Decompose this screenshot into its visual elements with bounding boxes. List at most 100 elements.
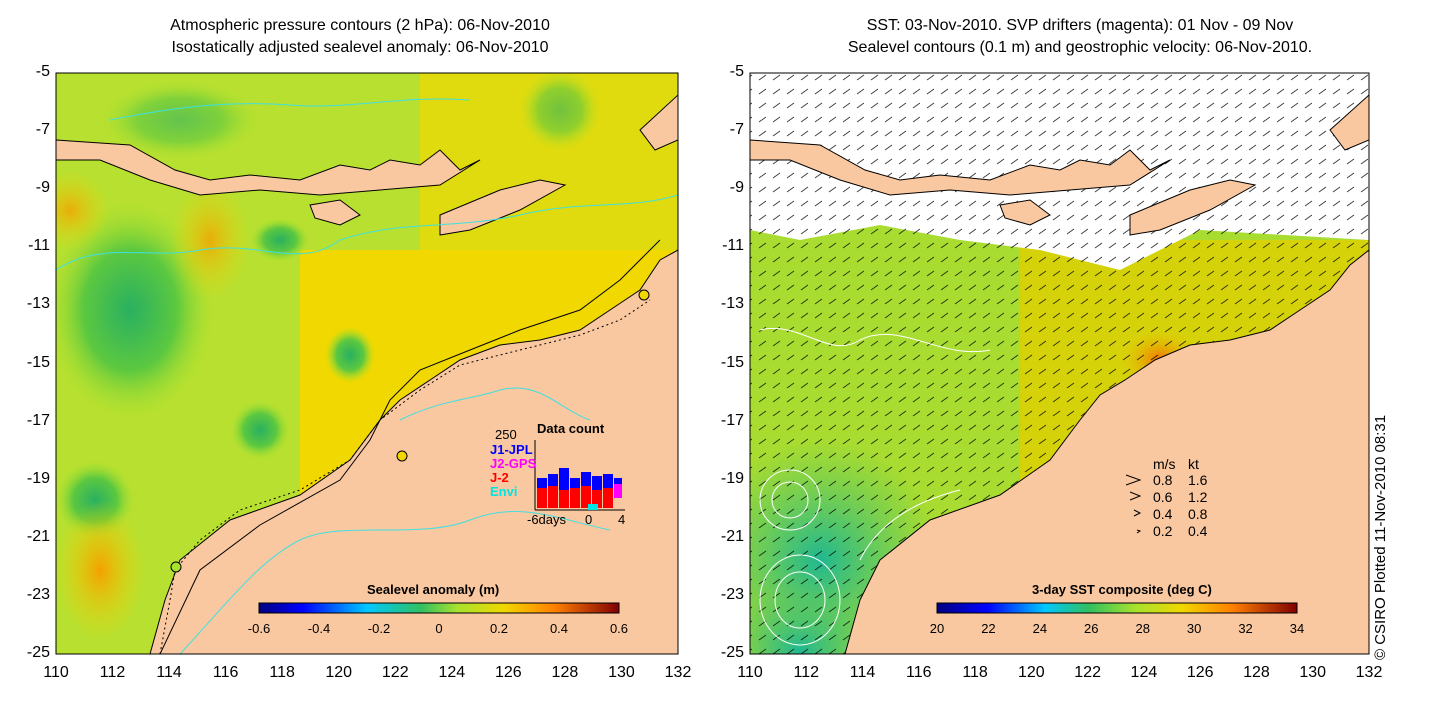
velocity-row-ms: 0.6: [1153, 489, 1173, 505]
data-count-inset: [534, 440, 625, 511]
lesser-sunda-islands-right: [750, 139, 1171, 196]
x-tick-label: 118: [269, 664, 295, 681]
count-bar: [537, 488, 547, 508]
left-map-frame: [55, 72, 679, 655]
x-tick-label: 118: [962, 664, 988, 681]
left-title-line2: Isostatically adjusted sealevel anomaly:…: [171, 39, 549, 56]
y-tick-label: -9: [35, 179, 50, 197]
y-tick-label: -21: [26, 527, 50, 545]
x-tick-label: 132: [1355, 664, 1383, 681]
y-tick-label: -7: [35, 121, 50, 139]
inset-max-label: 250: [495, 427, 517, 442]
colorbar-tick-label: 0.6: [609, 621, 629, 636]
y-tick-label: -17: [26, 411, 50, 429]
colorbar-tick-label: -0.4: [307, 621, 331, 636]
velocity-row-kt: 0.4: [1188, 523, 1208, 539]
x-tick-label: 110: [737, 664, 763, 681]
colorbar-tick-label: 22: [981, 621, 996, 636]
colorbar-tick-label: 32: [1238, 621, 1253, 636]
x-tick-label: 110: [43, 664, 69, 681]
y-tick-label: -7: [729, 121, 744, 139]
count-bar: [603, 474, 613, 488]
x-tick-label: 112: [793, 664, 820, 681]
x-tick-label: 112: [99, 664, 126, 681]
sealevel-colorbar: [258, 602, 620, 614]
cloud-mask: [750, 73, 1369, 270]
count-bar: [592, 476, 602, 490]
x-tick-label: 130: [608, 664, 635, 681]
y-tick-label: -13: [720, 295, 744, 313]
velocity-row-ms: 0.2: [1153, 523, 1173, 539]
x-tick-label: 114: [156, 664, 182, 681]
y-tick-label: -25: [26, 644, 50, 661]
y-tick-label: -5: [35, 63, 50, 80]
count-bar: [548, 474, 558, 486]
velocity-legend-kt-header: kt: [1188, 456, 1199, 472]
timor-island-right: [1129, 179, 1257, 236]
australia-landmass: [149, 249, 678, 654]
velocity-legend-ms-header: m/s: [1153, 456, 1176, 472]
y-tick-label: -19: [26, 469, 50, 487]
right-colorbar-label: 3-day SST composite (deg C): [1032, 582, 1212, 597]
count-bar: [548, 486, 558, 508]
inset-series-j-2: J-2: [490, 470, 509, 485]
y-tick-label: -15: [26, 353, 50, 371]
x-tick-label: 120: [325, 664, 353, 681]
colorbar-tick-label: 0.4: [549, 621, 569, 636]
count-bar: [559, 468, 569, 490]
colorbar-tick-label: -0.2: [367, 621, 391, 636]
x-tick-label: 116: [212, 664, 239, 681]
sst-field: [750, 73, 1369, 654]
pressure-contour: [159, 239, 661, 654]
csiro-credit: © CSIRO Plotted 11-Nov-2010 08:31: [1372, 414, 1389, 660]
x-tick-label: 120: [1018, 664, 1045, 681]
count-bar: [614, 484, 622, 498]
inset-x-left: -6days: [527, 512, 567, 527]
inset-title: Data count: [537, 421, 605, 436]
y-tick-label: -25: [720, 644, 744, 661]
arrow-0-6: [1129, 491, 1142, 501]
geostrophic-velocity-arrows: [750, 73, 1369, 654]
y-tick-label: -23: [720, 585, 744, 603]
colorbar-tick-label: 20: [929, 621, 945, 636]
right-title-line1: SST: 03-Nov-2010. SVP drifters (magenta)…: [866, 17, 1294, 34]
count-bar: [603, 488, 613, 508]
x-tick-label: 124: [438, 664, 466, 681]
y-tick-label: -5: [729, 63, 744, 80]
count-bar: [559, 490, 569, 508]
arrow-0-4: [1133, 509, 1142, 517]
y-tick-label: -21: [720, 527, 744, 545]
lesser-sunda-islands: [56, 139, 481, 196]
y-tick-label: -15: [720, 353, 744, 371]
sst-colorbar: [936, 602, 1298, 614]
count-bar: [581, 486, 591, 508]
colorbar-tick-label: 0.2: [489, 621, 509, 636]
left-title-line1: Atmospheric pressure contours (2 hPa): 0…: [170, 17, 550, 34]
count-bar: [588, 504, 598, 510]
inset-x-right: 4: [618, 512, 626, 527]
count-bar: [537, 478, 547, 488]
velocity-legend-arrows: [1125, 474, 1142, 534]
x-tick-label: 126: [1186, 664, 1214, 681]
x-tick-label: 116: [906, 664, 932, 681]
sealevel-contour: [771, 481, 809, 519]
y-tick-label: -19: [720, 469, 744, 487]
inset-series-j2: J2-GPS: [490, 456, 537, 471]
velocity-row-kt: 0.8: [1188, 506, 1208, 522]
sumba-island: [309, 199, 361, 226]
arrow-0-2: [1136, 529, 1142, 534]
x-tick-label: 128: [551, 664, 579, 681]
x-tick-label: 122: [1074, 664, 1101, 681]
arrow-0-8: [1125, 474, 1142, 486]
inset-series-envi: Envi: [490, 484, 518, 499]
y-tick-label: -11: [28, 237, 50, 255]
count-bar: [570, 488, 580, 508]
y-tick-label: -13: [26, 295, 50, 313]
x-tick-label: 132: [664, 664, 692, 681]
left-map-title: Atmospheric pressure contours (2 hPa): 0…: [0, 15, 720, 59]
y-tick-label: -11: [722, 237, 744, 255]
x-tick-label: 114: [849, 664, 876, 681]
velocity-row-kt: 1.6: [1188, 472, 1208, 488]
colorbar-tick-label: 26: [1084, 621, 1099, 636]
colorbar-tick-label: 0: [435, 621, 443, 636]
